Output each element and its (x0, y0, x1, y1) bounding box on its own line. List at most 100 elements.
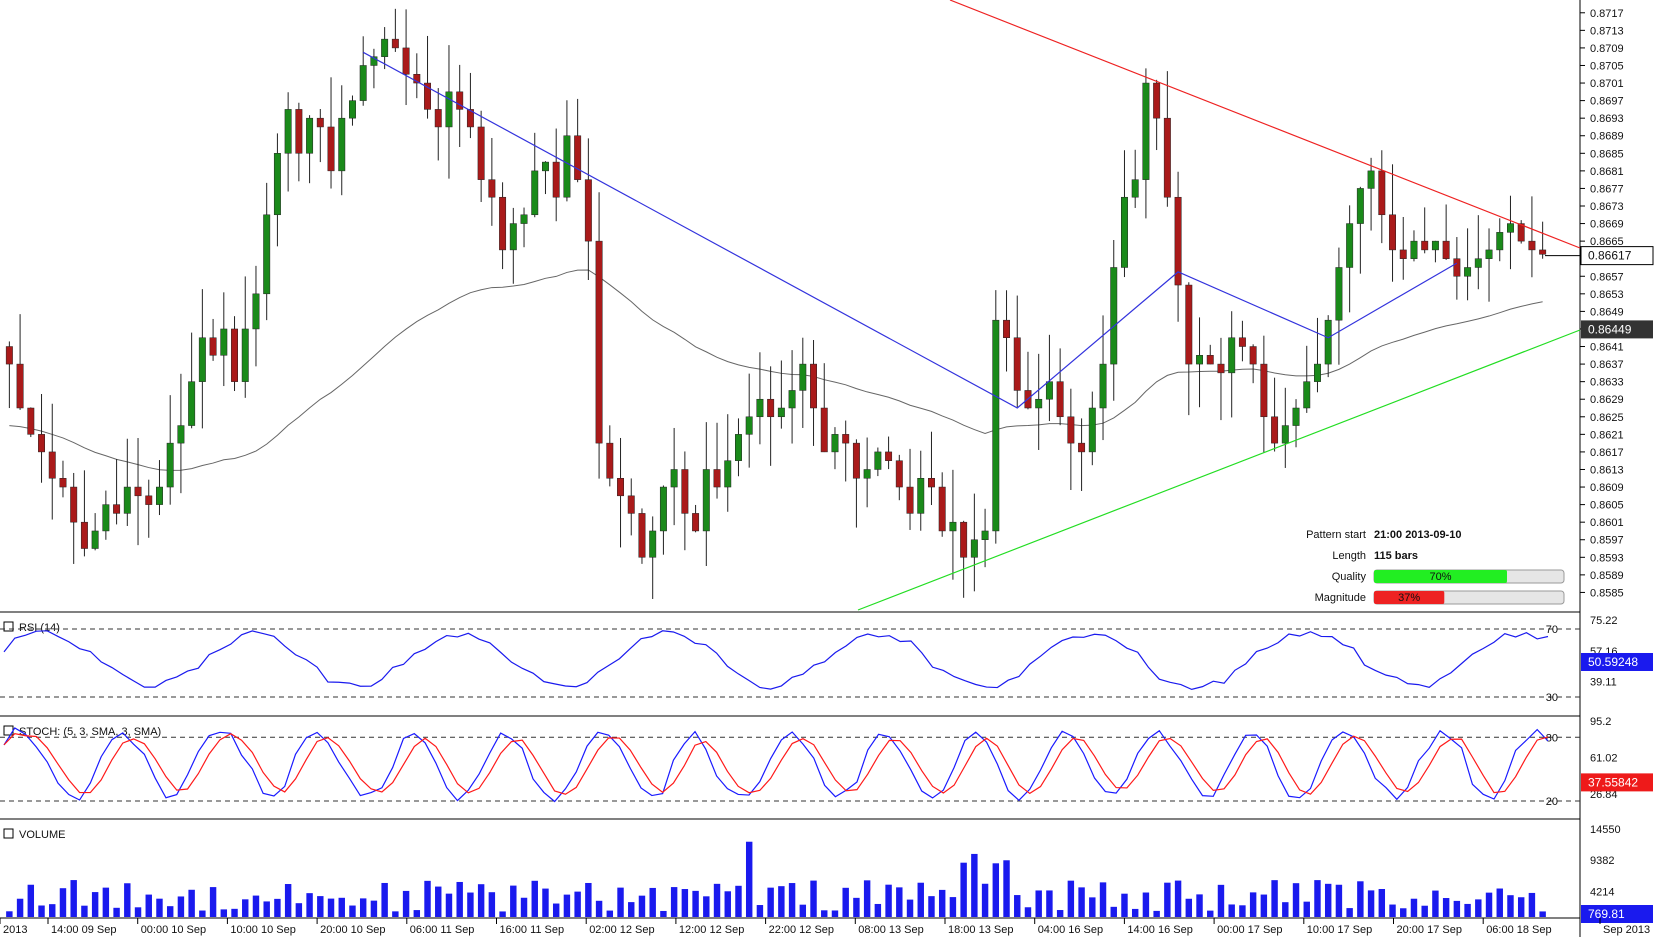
candle (1528, 196, 1536, 278)
candle (1324, 315, 1332, 378)
candle-body (1539, 249, 1547, 255)
candle (1335, 247, 1343, 365)
price-tick-label: 0.8597 (1590, 535, 1624, 547)
candle (145, 479, 153, 538)
volume-bar (1496, 888, 1503, 917)
candle (1389, 164, 1396, 282)
volume-bar (27, 884, 35, 917)
candle-body (1453, 258, 1461, 277)
volume-bar (6, 911, 13, 917)
candle-body (1389, 214, 1396, 251)
candle (391, 8, 399, 52)
candle-body (1314, 363, 1321, 382)
candle-body (1507, 223, 1514, 233)
candle (1442, 204, 1450, 260)
price-tick-label: 0.8637 (1590, 359, 1624, 371)
candle-body (231, 328, 238, 382)
volume-bar (981, 883, 989, 917)
candle-body (606, 442, 614, 479)
candle-body (1174, 196, 1182, 286)
candle (895, 454, 903, 501)
volume-bar (1099, 882, 1107, 917)
level-label: 20 (1546, 796, 1558, 808)
candle (1260, 335, 1268, 453)
candle (166, 395, 174, 505)
candle (799, 337, 807, 428)
candle (1314, 317, 1321, 393)
volume-bar (1442, 898, 1450, 917)
magnitude-bar-fill (1374, 591, 1445, 604)
candle (370, 48, 378, 89)
price-tick-label: 0.8701 (1590, 78, 1624, 90)
candle (424, 35, 431, 119)
moving-average-path (9, 269, 1543, 471)
price-tick-label: 0.8709 (1590, 43, 1624, 55)
level-label: 30 (1546, 692, 1558, 704)
candle-body (788, 390, 796, 409)
axis-tick-label: 39.11 (1590, 677, 1617, 689)
volume-bar (971, 853, 978, 917)
volume-bar (1367, 890, 1375, 917)
candle (263, 182, 271, 321)
length-value: 115 bars (1374, 550, 1418, 562)
candle-body (1271, 416, 1279, 444)
price-tick-label: 0.8593 (1590, 552, 1624, 564)
candle (1507, 195, 1514, 270)
volume-bar (542, 888, 549, 917)
candle (617, 437, 624, 548)
candle (1249, 344, 1257, 384)
volume-bar (38, 905, 45, 917)
axis-tick-label: 95.2 (1590, 716, 1611, 728)
candle-body (1056, 381, 1064, 418)
candle-body (241, 328, 249, 382)
time-label: 06:00 18 Sep (1486, 924, 1551, 936)
candle-body (1185, 284, 1193, 365)
candle (992, 290, 1000, 544)
candle-body (1517, 223, 1525, 242)
candle-body (1367, 170, 1375, 189)
candle (231, 316, 238, 392)
candle-body (1153, 82, 1161, 119)
candle (960, 520, 968, 598)
moving-average-line (9, 269, 1543, 471)
volume-bar (724, 891, 731, 917)
candle (777, 360, 785, 429)
price-tick-label: 0.8641 (1590, 342, 1624, 354)
candle-body (627, 495, 635, 514)
volume-bar (520, 897, 528, 917)
volume-bar (177, 896, 185, 917)
rsi-line (3, 630, 1549, 690)
candle (1292, 399, 1300, 448)
candle (198, 289, 206, 429)
volume-bar (906, 899, 914, 917)
volume-bar (306, 893, 313, 917)
volume-bar (156, 898, 163, 917)
volume-bar (392, 911, 399, 917)
candle (1474, 215, 1482, 290)
axis-tick-label: 26.84 (1590, 789, 1618, 801)
volume-bar (1249, 892, 1257, 917)
volume-bar (70, 880, 77, 917)
candle-body (5, 346, 13, 365)
candle-body (306, 117, 314, 154)
price-tick-label: 0.8685 (1590, 148, 1624, 160)
price-tick-label: 0.8633 (1590, 377, 1624, 389)
candle (938, 472, 946, 537)
candle-body (1228, 337, 1236, 374)
candle (520, 207, 528, 248)
price-tick-label: 0.8665 (1590, 236, 1624, 248)
slow-k-line (3, 727, 1549, 803)
volume-bar (617, 887, 624, 917)
candle (1142, 68, 1150, 219)
time-label: 14:00 16 Sep (1127, 924, 1192, 936)
volume-bar (1453, 900, 1461, 917)
candle-body (1045, 381, 1053, 400)
volume-bar (863, 880, 871, 917)
candle-body (638, 513, 646, 558)
volume-bar (938, 889, 946, 917)
pattern-start-value: 21:00 2013-09-10 (1374, 529, 1461, 541)
candle-body (263, 214, 271, 295)
volume-bar (1378, 888, 1386, 917)
candle-body (1088, 407, 1096, 453)
volume-bar (670, 887, 678, 917)
